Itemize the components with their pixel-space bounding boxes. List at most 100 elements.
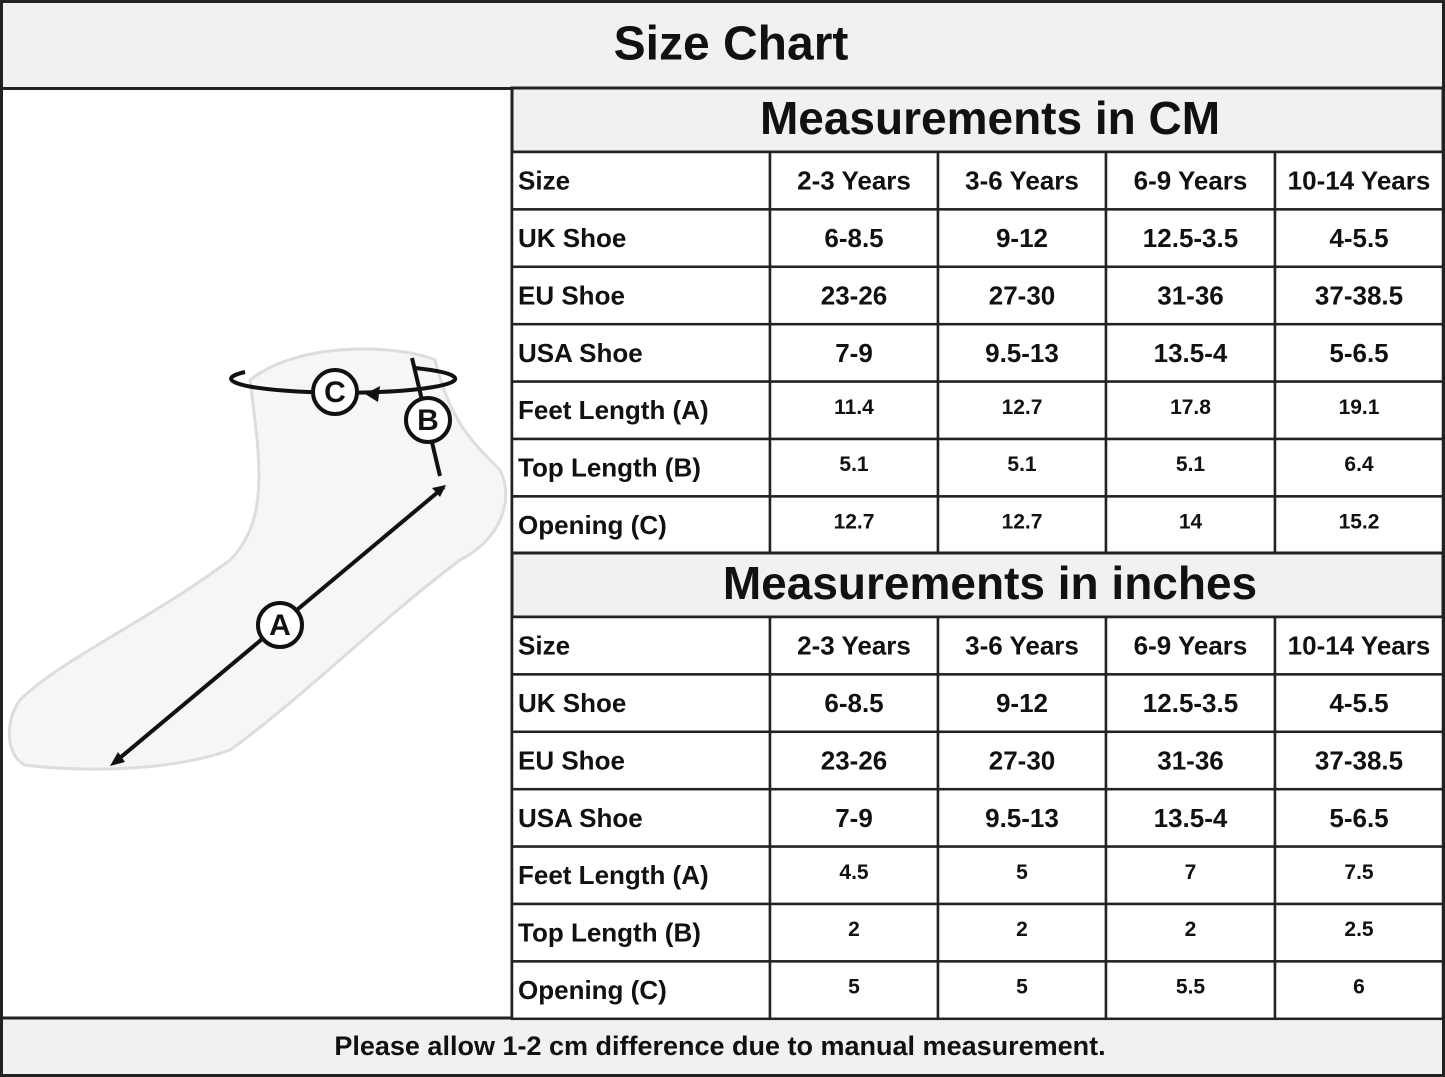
- cell-value: 17.8: [1170, 396, 1211, 419]
- table-cell: [1104, 787, 1277, 848]
- row-label: Size: [518, 166, 570, 196]
- diagram-label: A: [269, 609, 291, 642]
- cell-value: 14: [1179, 511, 1203, 534]
- cell-value: 9-12: [996, 688, 1048, 718]
- cell-value: 2: [848, 918, 860, 941]
- cell-value: 5-6.5: [1329, 338, 1388, 368]
- cell-value: 5.1: [1007, 453, 1037, 476]
- label-circle: [311, 368, 359, 416]
- cell-value: 31-36: [1157, 745, 1224, 775]
- sock-diagram: A B C: [7, 347, 508, 771]
- cell-value: 4.5: [839, 861, 869, 884]
- cell-value: 6.4: [1344, 453, 1374, 476]
- row-label: EU Shoe: [518, 745, 625, 775]
- table-cell: [936, 960, 1108, 1021]
- cell-value: 7-9: [835, 338, 873, 368]
- diagram-label: C: [324, 376, 346, 409]
- cell-value: 13.5-4: [1154, 338, 1228, 368]
- cell-value: 27-30: [989, 280, 1056, 310]
- table-cell: [1273, 615, 1445, 676]
- table-cell: [510, 265, 772, 326]
- table-cell: [510, 437, 772, 498]
- page-title: Size Chart: [614, 18, 849, 71]
- row-label: Feet Length (A): [518, 395, 709, 425]
- row-label: Size: [518, 631, 570, 661]
- table-cell: [768, 730, 940, 791]
- cell-value: 7-9: [835, 803, 873, 833]
- table-cell: [1273, 150, 1445, 211]
- table-cell: [510, 208, 772, 269]
- table-cell: [768, 845, 940, 906]
- cell-value: 31-36: [1157, 280, 1224, 310]
- cell-value: 23-26: [821, 745, 888, 775]
- table-cell: [936, 902, 1108, 963]
- column-header: 3-6 Years: [965, 631, 1079, 661]
- cell-value: 37-38.5: [1315, 280, 1403, 310]
- arrowhead: [365, 386, 380, 402]
- cell-value: 6: [1353, 976, 1365, 999]
- label-circle: [404, 396, 452, 444]
- title-band: [0, 0, 1445, 90]
- table-cell: [1273, 902, 1445, 963]
- column-header: 2-3 Years: [797, 166, 911, 196]
- cell-value: 12.7: [1002, 511, 1043, 534]
- table-cell: [768, 150, 940, 211]
- cell-value: 12.5-3.5: [1143, 688, 1238, 718]
- table-cell: [768, 495, 940, 556]
- cell-value: 5: [1016, 976, 1028, 999]
- cell-value: 5.5: [1176, 976, 1206, 999]
- row-label: Opening (C): [518, 510, 667, 540]
- cell-value: 37-38.5: [1315, 745, 1403, 775]
- table-cell: [510, 673, 772, 734]
- table-title-band: [510, 86, 1445, 154]
- table-cell: [936, 322, 1108, 383]
- table-cell: [510, 615, 772, 676]
- cell-value: 4-5.5: [1329, 223, 1388, 253]
- table-cell: [936, 730, 1108, 791]
- column-header: 10-14 Years: [1288, 631, 1431, 661]
- table-cell: [1104, 902, 1277, 963]
- row-label: EU Shoe: [518, 280, 625, 310]
- table-cell: [936, 208, 1108, 269]
- table-cell: [510, 380, 772, 441]
- cell-value: 15.2: [1339, 511, 1380, 534]
- cell-value: 5: [1016, 861, 1028, 884]
- table-cell: [936, 265, 1108, 326]
- sock: [7, 347, 508, 771]
- row-label: USA Shoe: [518, 338, 643, 368]
- table-cell: [936, 380, 1108, 441]
- cell-value: 6-8.5: [824, 223, 883, 253]
- row-label: Top Length (B): [518, 453, 701, 483]
- table-cell: [1104, 265, 1277, 326]
- table-cell: [1273, 495, 1445, 556]
- column-header: 3-6 Years: [965, 166, 1079, 196]
- arrow-c: [229, 366, 458, 395]
- arrowhead: [432, 485, 446, 497]
- table-cell: [510, 787, 772, 848]
- arrowhead: [110, 752, 125, 766]
- cell-value: 13.5-4: [1154, 803, 1228, 833]
- table-title: Measurements in inches: [723, 557, 1257, 609]
- cell-value: 19.1: [1339, 396, 1380, 419]
- row-label: UK Shoe: [518, 688, 626, 718]
- table-cell: [768, 322, 940, 383]
- table-cell: [510, 495, 772, 556]
- table-cell: [768, 380, 940, 441]
- row-label: USA Shoe: [518, 803, 643, 833]
- column-header: 2-3 Years: [797, 631, 911, 661]
- cell-value: 9.5-13: [985, 338, 1059, 368]
- table-cell: [1273, 437, 1445, 498]
- cell-value: 4-5.5: [1329, 688, 1388, 718]
- table-title-band: [510, 551, 1445, 619]
- cell-value: 7.5: [1344, 861, 1374, 884]
- table-cell: [936, 615, 1108, 676]
- table-cell: [510, 960, 772, 1021]
- column-header: 10-14 Years: [1288, 166, 1431, 196]
- cell-value: 9.5-13: [985, 803, 1059, 833]
- table-cell: [936, 150, 1108, 211]
- cell-value: 11.4: [834, 396, 874, 419]
- cell-value: 12.5-3.5: [1143, 223, 1238, 253]
- label-circle: [256, 601, 304, 649]
- table-title: Measurements in CM: [760, 92, 1220, 144]
